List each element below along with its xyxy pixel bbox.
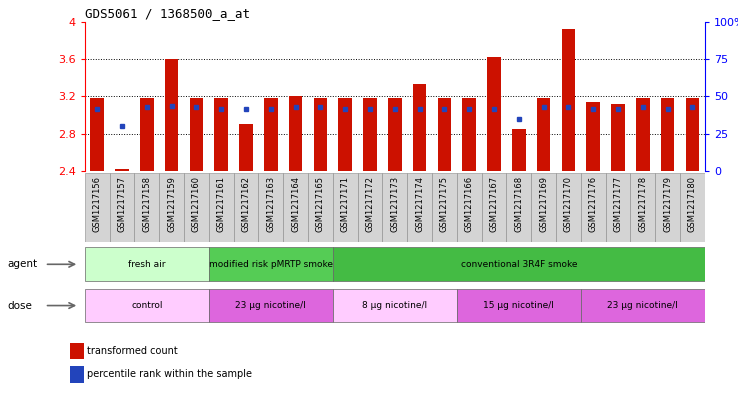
Bar — [438, 98, 451, 171]
Text: GSM1217167: GSM1217167 — [489, 176, 498, 233]
Bar — [339, 98, 352, 171]
Bar — [630, 173, 655, 242]
Bar — [215, 98, 228, 171]
Bar — [314, 98, 327, 171]
Bar — [209, 173, 234, 242]
Bar — [333, 173, 358, 242]
Bar — [506, 173, 531, 242]
Text: fresh air: fresh air — [128, 260, 165, 269]
Bar — [363, 98, 377, 171]
Text: GSM1217169: GSM1217169 — [539, 176, 548, 232]
Bar — [661, 98, 675, 171]
Text: percentile rank within the sample: percentile rank within the sample — [88, 369, 252, 379]
Bar — [537, 98, 551, 171]
Bar — [606, 173, 630, 242]
Bar — [512, 129, 525, 171]
Bar — [333, 248, 705, 281]
Bar — [209, 248, 333, 281]
Bar — [70, 366, 83, 383]
Bar — [487, 57, 501, 171]
Bar — [581, 289, 705, 322]
Bar — [482, 173, 506, 242]
Bar — [655, 173, 680, 242]
Text: 15 μg nicotine/l: 15 μg nicotine/l — [483, 301, 554, 310]
Text: GSM1217176: GSM1217176 — [589, 176, 598, 233]
Bar — [457, 289, 581, 322]
Text: GSM1217159: GSM1217159 — [168, 176, 176, 232]
Bar — [239, 124, 253, 171]
Text: control: control — [131, 301, 162, 310]
Bar — [85, 289, 209, 322]
Bar — [636, 98, 649, 171]
Text: GSM1217156: GSM1217156 — [93, 176, 102, 232]
Bar — [587, 102, 600, 171]
Text: 23 μg nicotine/l: 23 μg nicotine/l — [607, 301, 678, 310]
Bar — [140, 98, 154, 171]
Bar — [110, 173, 134, 242]
Text: transformed count: transformed count — [88, 346, 178, 356]
Text: agent: agent — [7, 259, 38, 269]
Bar — [581, 173, 606, 242]
Bar — [209, 289, 333, 322]
Bar — [234, 173, 258, 242]
Text: 8 μg nicotine/l: 8 μg nicotine/l — [362, 301, 427, 310]
Bar — [382, 173, 407, 242]
Bar — [184, 173, 209, 242]
Text: GSM1217175: GSM1217175 — [440, 176, 449, 232]
Text: GSM1217164: GSM1217164 — [292, 176, 300, 232]
Bar — [333, 289, 457, 322]
Bar — [258, 173, 283, 242]
Text: GSM1217165: GSM1217165 — [316, 176, 325, 232]
Bar — [91, 98, 104, 171]
Bar — [388, 98, 401, 171]
Bar — [686, 98, 699, 171]
Text: GSM1217180: GSM1217180 — [688, 176, 697, 232]
Bar — [413, 84, 427, 171]
Bar — [283, 173, 308, 242]
Text: GSM1217179: GSM1217179 — [663, 176, 672, 232]
Text: GSM1217160: GSM1217160 — [192, 176, 201, 232]
Bar — [556, 173, 581, 242]
Text: GSM1217178: GSM1217178 — [638, 176, 647, 233]
Text: GSM1217173: GSM1217173 — [390, 176, 399, 233]
Bar — [308, 173, 333, 242]
Bar — [70, 343, 83, 359]
Bar — [159, 173, 184, 242]
Text: GSM1217174: GSM1217174 — [415, 176, 424, 232]
Text: GSM1217161: GSM1217161 — [217, 176, 226, 232]
Text: GSM1217168: GSM1217168 — [514, 176, 523, 233]
Bar — [85, 173, 110, 242]
Text: dose: dose — [7, 301, 32, 310]
Bar — [264, 98, 277, 171]
Bar — [358, 173, 382, 242]
Bar — [289, 96, 303, 171]
Bar — [562, 29, 575, 171]
Bar — [134, 173, 159, 242]
Bar — [115, 169, 129, 171]
Text: GSM1217162: GSM1217162 — [241, 176, 250, 232]
Text: GSM1217171: GSM1217171 — [341, 176, 350, 232]
Text: GSM1217177: GSM1217177 — [613, 176, 622, 233]
Bar — [407, 173, 432, 242]
Bar — [190, 98, 203, 171]
Text: GSM1217157: GSM1217157 — [117, 176, 126, 232]
Text: GSM1217158: GSM1217158 — [142, 176, 151, 232]
Text: GSM1217170: GSM1217170 — [564, 176, 573, 232]
Text: conventional 3R4F smoke: conventional 3R4F smoke — [461, 260, 577, 269]
Bar — [457, 173, 482, 242]
Text: GDS5061 / 1368500_a_at: GDS5061 / 1368500_a_at — [85, 7, 250, 20]
Bar — [680, 173, 705, 242]
Bar — [611, 104, 625, 171]
Bar — [463, 98, 476, 171]
Text: GSM1217166: GSM1217166 — [465, 176, 474, 233]
Bar — [432, 173, 457, 242]
Text: GSM1217172: GSM1217172 — [365, 176, 374, 232]
Text: modified risk pMRTP smoke: modified risk pMRTP smoke — [209, 260, 333, 269]
Text: 23 μg nicotine/l: 23 μg nicotine/l — [235, 301, 306, 310]
Bar — [165, 59, 179, 171]
Bar — [531, 173, 556, 242]
Text: GSM1217163: GSM1217163 — [266, 176, 275, 233]
Bar — [85, 248, 209, 281]
